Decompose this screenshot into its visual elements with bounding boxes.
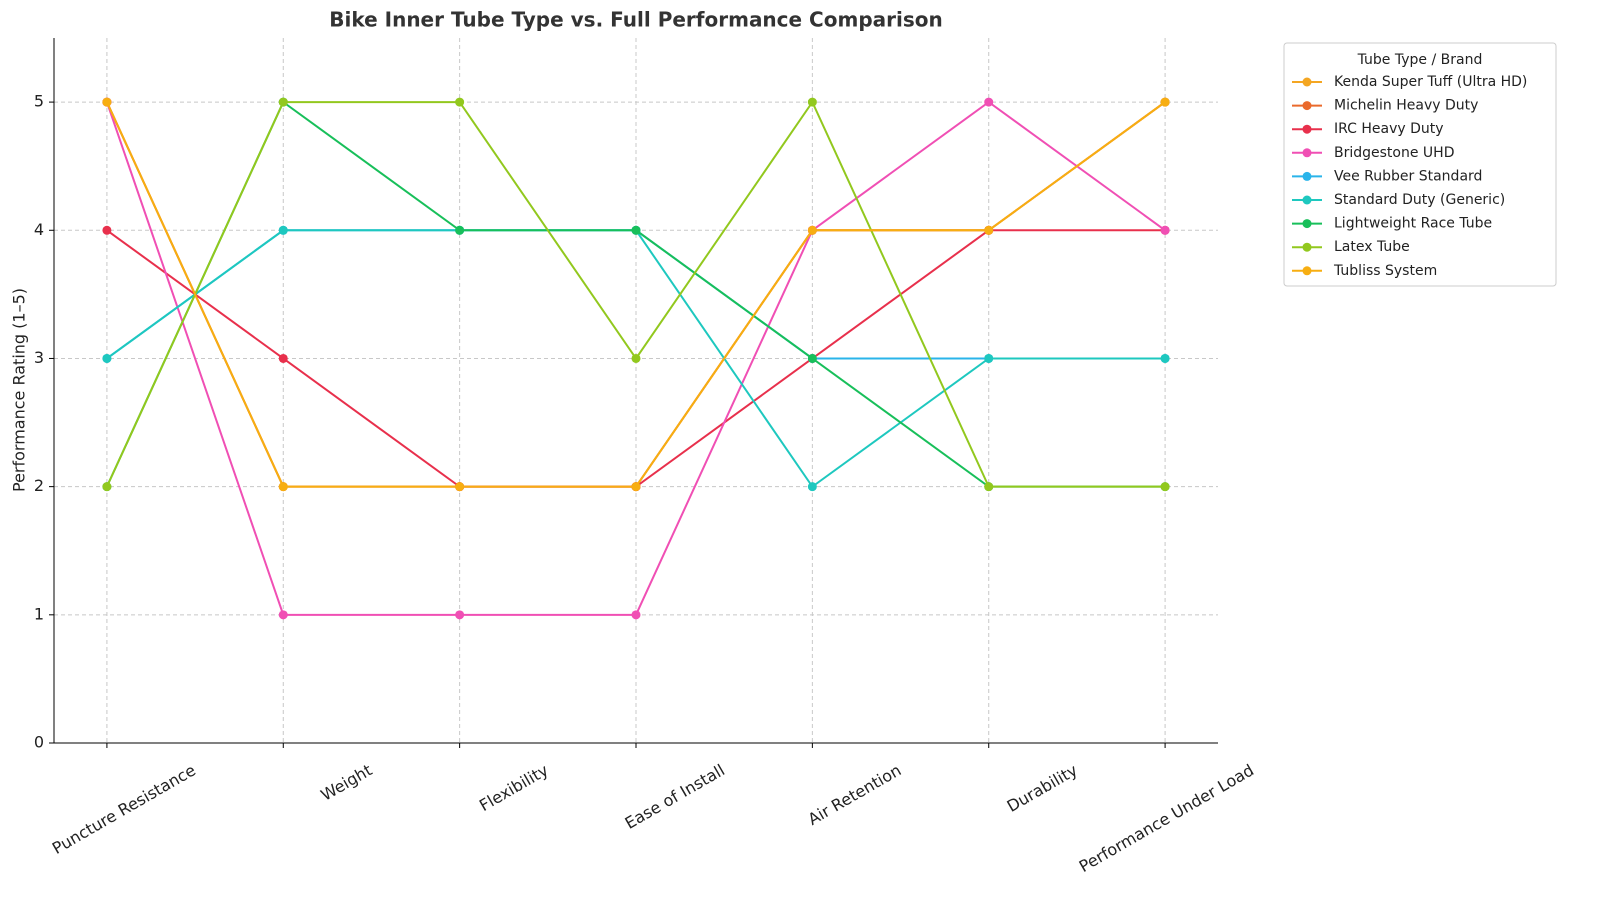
data-point [984, 225, 994, 235]
data-point [455, 225, 465, 235]
data-point [1160, 225, 1170, 235]
data-point [807, 97, 817, 107]
legend-marker [1302, 266, 1312, 276]
y-tick-label: 3 [34, 348, 44, 367]
y-tick-label: 5 [34, 92, 44, 111]
legend-title: Tube Type / Brand [1357, 52, 1483, 68]
legend-label: Vee Rubber Standard [1334, 168, 1482, 184]
data-point [631, 610, 641, 620]
data-point [807, 353, 817, 363]
legend-label: Lightweight Race Tube [1334, 216, 1492, 232]
legend-label: Michelin Heavy Duty [1334, 98, 1478, 114]
x-tick-label: Air Retention [805, 760, 905, 829]
legend-marker [1302, 148, 1312, 158]
legend-box [1283, 42, 1557, 287]
data-point [984, 353, 994, 363]
data-point [455, 97, 465, 107]
legend-marker [1302, 124, 1312, 134]
x-tick-label: Puncture Resistance [49, 760, 199, 858]
data-point [278, 97, 288, 107]
data-point [102, 353, 112, 363]
legend-marker [1302, 77, 1312, 87]
data-point [807, 482, 817, 492]
x-tick-label: Ease of Install [622, 760, 728, 832]
data-point [984, 482, 994, 492]
legend-label: Latex Tube [1334, 239, 1410, 255]
legend-marker [1302, 171, 1312, 181]
legend-marker [1302, 195, 1312, 205]
x-tick-label: Flexibility [476, 760, 552, 815]
legend-label: Kenda Super Tuff (Ultra HD) [1334, 74, 1527, 90]
legend-label: Tubliss System [1333, 263, 1437, 279]
legend-marker [1302, 101, 1312, 111]
y-axis-label: Performance Rating (1–5) [10, 288, 29, 492]
data-point [278, 482, 288, 492]
data-point [102, 97, 112, 107]
data-point [1160, 97, 1170, 107]
legend-marker [1302, 242, 1312, 252]
x-tick-label: Weight [317, 760, 375, 804]
x-tick-label: Performance Under Load [1076, 760, 1257, 876]
legend-label: Bridgestone UHD [1334, 145, 1454, 161]
data-point [1160, 482, 1170, 492]
y-tick-label: 1 [34, 604, 44, 623]
data-point [984, 97, 994, 107]
legend-label: Standard Duty (Generic) [1334, 192, 1505, 208]
data-point [278, 610, 288, 620]
legend-marker [1302, 219, 1312, 229]
y-tick-label: 2 [34, 476, 44, 495]
data-point [631, 353, 641, 363]
legend-label: IRC Heavy Duty [1334, 121, 1444, 137]
data-point [807, 225, 817, 235]
data-point [631, 225, 641, 235]
y-tick-label: 0 [34, 733, 44, 752]
data-point [278, 353, 288, 363]
chart-title: Bike Inner Tube Type vs. Full Performanc… [329, 8, 942, 32]
data-point [102, 225, 112, 235]
data-point [455, 610, 465, 620]
data-point [631, 482, 641, 492]
x-tick-label: Durability [1004, 760, 1081, 815]
data-point [1160, 353, 1170, 363]
data-point [102, 482, 112, 492]
data-point [278, 225, 288, 235]
y-tick-label: 4 [34, 220, 44, 239]
data-point [455, 482, 465, 492]
